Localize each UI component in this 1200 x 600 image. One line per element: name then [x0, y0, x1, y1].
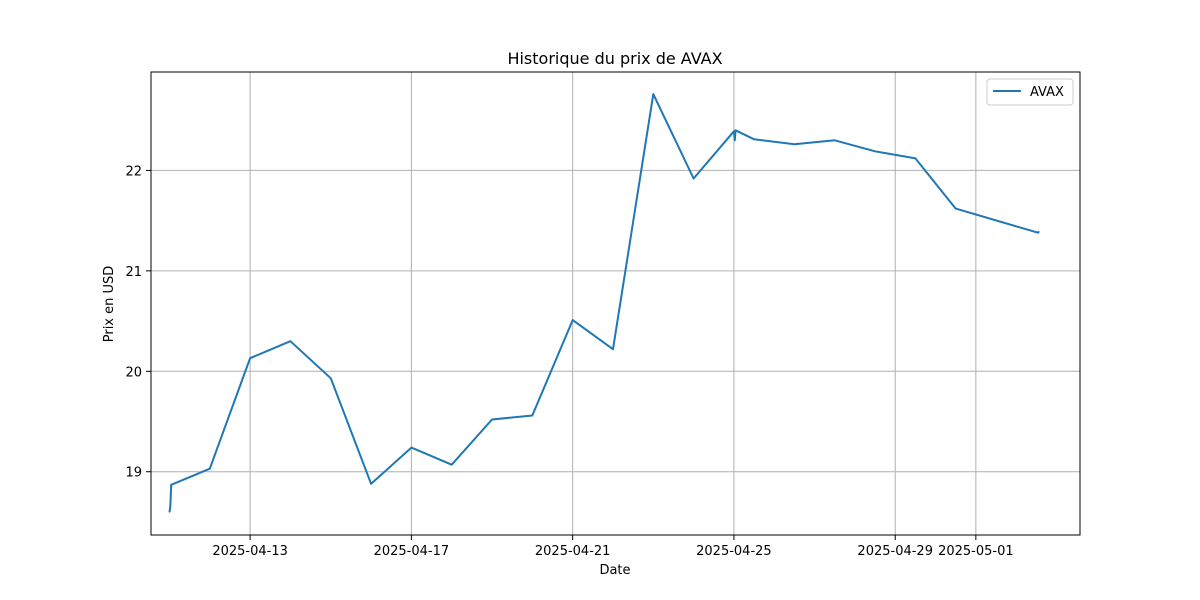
- data-point: [874, 150, 876, 153]
- x-tick-label: 2025-04-21: [535, 544, 611, 559]
- data-point: [733, 130, 735, 133]
- data-point: [491, 418, 493, 421]
- y-tick-label: 20: [125, 365, 142, 380]
- data-point: [914, 157, 917, 160]
- y-tick-label: 22: [125, 164, 142, 179]
- data-point: [168, 511, 171, 513]
- data-point: [734, 139, 736, 142]
- x-tick-label: 2025-04-17: [374, 544, 450, 559]
- chart-title: Historique du prix de AVAX: [507, 49, 722, 68]
- x-tick-label: 2025-04-29: [857, 544, 933, 559]
- x-tick-label: 2025-04-13: [212, 544, 288, 559]
- data-point: [954, 207, 957, 210]
- data-point: [531, 414, 534, 417]
- y-axis-label: Prix en USD: [102, 266, 117, 343]
- legend-box: [986, 78, 1074, 106]
- plot-frame: [150, 71, 1081, 536]
- data-point: [652, 93, 655, 95]
- data-point: [370, 483, 372, 485]
- series-line-avax: [168, 93, 1040, 513]
- x-axis-label: Date: [599, 563, 630, 578]
- x-axis: 2025-04-13 2025-04-17 2025-04-21 2025-04-25…: [212, 535, 1014, 559]
- data-point: [450, 463, 453, 466]
- data-point: [833, 139, 836, 142]
- data-point: [169, 506, 172, 508]
- y-tick-label: 21: [125, 265, 142, 280]
- data-point: [289, 340, 292, 343]
- data-point: [793, 143, 796, 146]
- data-point: [170, 484, 172, 486]
- data-point: [330, 377, 332, 380]
- y-axis: 19 20 21 22: [125, 164, 151, 481]
- data-point: [410, 446, 413, 449]
- data-point: [1038, 230, 1040, 233]
- legend-label: AVAX: [1030, 85, 1064, 100]
- series-layer: [168, 93, 1040, 513]
- x-tick-label: 2025-05-01: [938, 544, 1014, 559]
- data-point: [753, 138, 755, 141]
- data-point: [612, 348, 614, 351]
- legend: AVAX: [986, 78, 1074, 106]
- data-point: [692, 177, 695, 180]
- y-tick-label: 19: [125, 466, 142, 481]
- data-point: [209, 467, 211, 470]
- grid-lines: [151, 72, 1080, 535]
- data-point: [249, 357, 251, 360]
- x-tick-label: 2025-04-25: [696, 544, 772, 559]
- data-point: [734, 129, 737, 132]
- data-point: [571, 319, 574, 321]
